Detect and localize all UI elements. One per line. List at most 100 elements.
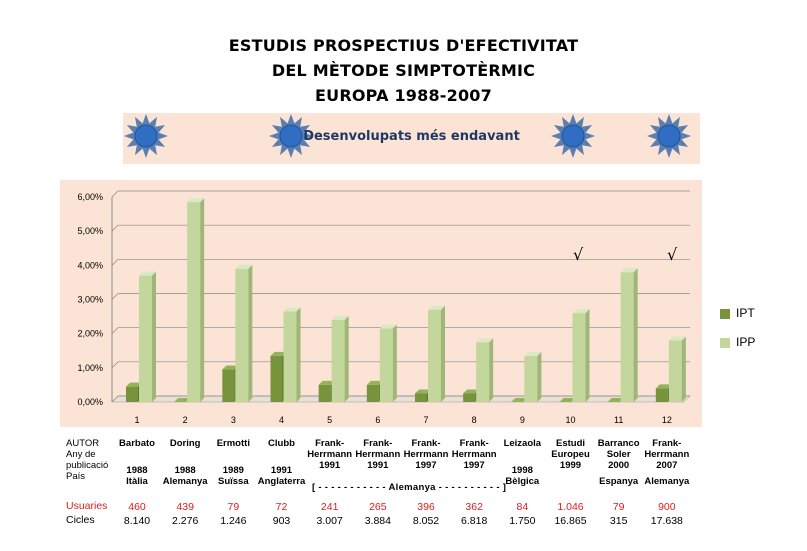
usuaries-value: 1.046 xyxy=(557,501,584,513)
bar-ipt xyxy=(270,355,283,402)
bar-ipt-top xyxy=(559,398,576,402)
title-line-2: DEL MÈTODE SIMPTOTÈRMIC xyxy=(271,61,536,80)
bar-ipp xyxy=(379,328,393,402)
legend-ipp: IPP xyxy=(720,335,755,349)
bar-ipp-side xyxy=(392,324,397,402)
country: Anglaterra xyxy=(257,476,306,487)
bar-ipp-side xyxy=(489,338,494,402)
bar-ipp-top xyxy=(139,271,156,276)
bar-ipp-top xyxy=(668,336,686,341)
y-tick-label: 6,00% xyxy=(77,192,103,202)
bar-ipp xyxy=(620,272,634,402)
gridline-diag xyxy=(111,327,119,334)
bar-ipt xyxy=(655,388,668,402)
bar-ipp-top xyxy=(476,338,494,343)
publication-year: 1991 xyxy=(270,465,293,476)
publication-year: 1988 xyxy=(126,465,148,476)
bar-ipp-side xyxy=(296,307,301,402)
usuaries-value: 265 xyxy=(369,501,387,513)
x-tick-label: 2 xyxy=(183,415,188,425)
bar-ipt xyxy=(126,386,138,402)
publication-year: 1989 xyxy=(222,465,244,476)
bar-ipt xyxy=(366,384,379,402)
sun-icon xyxy=(269,114,313,158)
bar-ipp-top xyxy=(379,324,397,329)
usuaries-value: 241 xyxy=(320,501,339,513)
bar-ipp-top xyxy=(283,307,301,312)
row-label-pais: País xyxy=(66,471,86,482)
cicles-value: 315 xyxy=(609,515,628,527)
author-name: Herrmann xyxy=(307,449,353,460)
bar-ipp-top xyxy=(331,316,349,320)
bar-ipt-top xyxy=(463,389,480,394)
bar-ipp-side xyxy=(200,198,205,402)
legend-label-ipt: IPT xyxy=(736,306,755,320)
author-name: Herrmann xyxy=(355,449,401,460)
bar-ipt-top xyxy=(222,365,239,370)
author-name: Europeu xyxy=(551,449,590,460)
bar-ipt-top xyxy=(318,380,335,385)
y-tick-label: 3,00% xyxy=(77,295,103,305)
x-tick-label: 10 xyxy=(565,415,575,425)
country: Alemanya xyxy=(162,476,208,487)
author-name: 1999 xyxy=(559,460,582,471)
cicles-value: 1.246 xyxy=(220,515,247,527)
x-tick-label: 6 xyxy=(375,415,380,425)
checkmark: √ xyxy=(573,245,584,264)
usuaries-value: 84 xyxy=(516,501,529,513)
x-tick-label: 4 xyxy=(279,415,284,425)
bar-ipt-top xyxy=(174,398,191,402)
sun-icon xyxy=(647,114,691,158)
bar-ipp-top xyxy=(524,351,542,356)
bar-ipt-top xyxy=(270,351,287,356)
bar-ipt-top xyxy=(126,382,142,387)
bar-ipp xyxy=(572,313,586,402)
cicles-value: 2.276 xyxy=(172,515,199,527)
author-name: Doring xyxy=(169,438,201,449)
bar-ipp xyxy=(331,320,345,402)
usuaries-value: 460 xyxy=(128,501,146,513)
gridline-diag xyxy=(111,224,119,232)
x-tick-label: 1 xyxy=(134,415,139,425)
cicles-value: 8.052 xyxy=(412,515,440,527)
bar-ipp-side xyxy=(537,351,542,402)
x-tick-label: 9 xyxy=(520,415,525,425)
cicles-value: 6.818 xyxy=(461,515,488,527)
bar-ipp-top xyxy=(187,198,205,203)
bar-ipt xyxy=(318,384,331,402)
usuaries-value: 396 xyxy=(417,501,435,513)
bar-ipt xyxy=(222,369,235,402)
x-tick-label: 11 xyxy=(614,415,623,425)
x-tick-label: 7 xyxy=(423,415,428,425)
author-name: Frank- xyxy=(411,438,441,449)
bar-ipp-side xyxy=(248,264,253,402)
country: Itàlia xyxy=(126,476,148,487)
country: Espanya xyxy=(599,476,639,487)
cicles-value: 3.884 xyxy=(364,515,391,527)
bar-ipp-side xyxy=(152,271,156,402)
bar-ipt-top xyxy=(366,380,383,385)
bar-ipp-side xyxy=(681,336,686,402)
publication-year: 1998 xyxy=(511,465,533,476)
bar-ipp xyxy=(139,275,152,402)
cicles-value: 3.007 xyxy=(316,515,343,527)
author-name: Frank- xyxy=(363,438,393,449)
y-tick-label: 0,00% xyxy=(77,397,103,407)
cicles-value: 903 xyxy=(272,515,291,527)
y-tick-label: 4,00% xyxy=(77,260,103,270)
country: Suïssa xyxy=(218,476,249,487)
author-name: Frank- xyxy=(652,438,682,449)
author-name: Estudi xyxy=(555,438,586,449)
author-name: 1991 xyxy=(367,460,389,471)
legend-swatch-ipp xyxy=(720,337,730,348)
title-line-1: ESTUDIS PROSPECTIUS D'EFECTIVITAT xyxy=(228,36,579,55)
usuaries-value: 79 xyxy=(227,501,240,513)
bar-ipt-top xyxy=(415,389,431,394)
sun-icon xyxy=(124,114,168,158)
row-label-usuaries: Usuaries xyxy=(66,500,108,512)
banner-text: Desenvolupats més endavant xyxy=(303,129,520,144)
bar-ipp xyxy=(187,202,201,402)
y-tick-label: 5,00% xyxy=(77,226,103,236)
bar-ipp-side xyxy=(344,316,349,402)
bar-ipp xyxy=(235,268,249,402)
